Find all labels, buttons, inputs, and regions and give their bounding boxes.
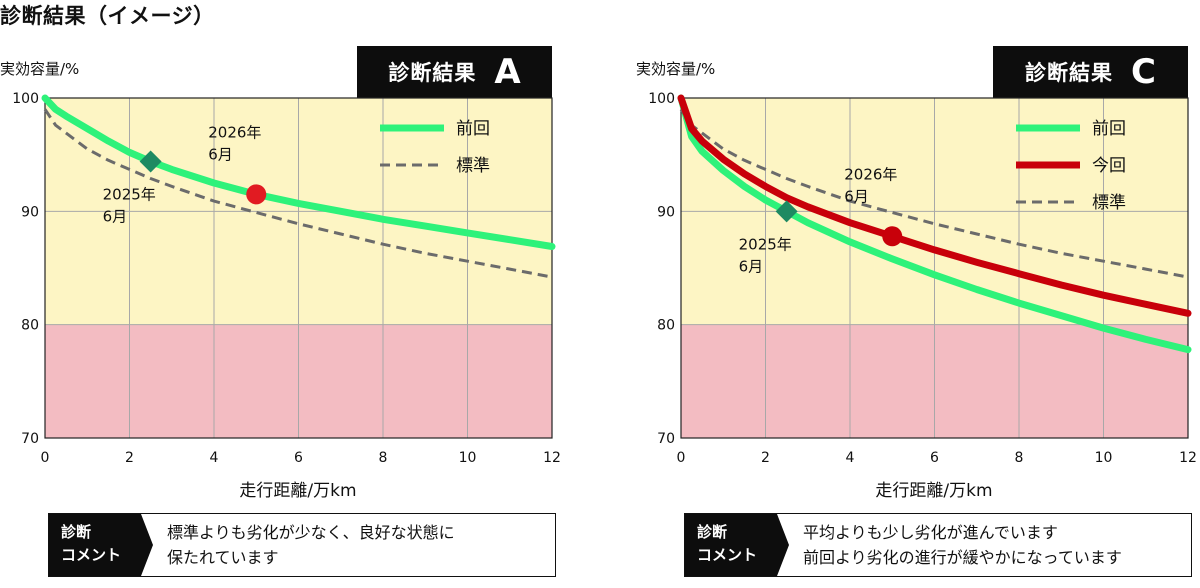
comment-label-line: 診断: [697, 523, 728, 541]
comment-label: 診断 コメント: [685, 514, 777, 576]
y-tick-label: 90: [21, 204, 39, 220]
x-tick-label: 8: [1015, 450, 1024, 466]
comment-text: 平均よりも少し劣化が進んでいます 前回より劣化の進行が緩やかになっています: [803, 520, 1122, 570]
result-badge-label: 診断結果: [1025, 61, 1114, 85]
result-badge: 診断結果 A: [357, 46, 552, 98]
x-tick-label: 12: [1179, 450, 1197, 466]
marker-diamond: [775, 200, 798, 223]
legend-label: 標準: [456, 156, 490, 176]
marker-date-label: 6月: [103, 207, 128, 225]
series-line: [679, 108, 1189, 279]
x-tick-label: 4: [210, 450, 219, 466]
series-line: [41, 94, 556, 250]
result-badge-label: 診断結果: [388, 61, 477, 85]
x-tick-label: 0: [41, 450, 50, 466]
marker-date-label: 2026年: [208, 123, 261, 141]
y-tick-label: 80: [657, 318, 675, 334]
comment-line: 前回より劣化の進行が緩やかになっています: [803, 548, 1122, 567]
comment-line: 標準よりも劣化が少なく、良好な状態に: [167, 523, 455, 542]
plot-frame: [680, 97, 1189, 439]
x-tick-label: 6: [930, 450, 939, 466]
marker-diamond: [139, 150, 162, 173]
page-title: 診断結果（イメージ）: [0, 4, 215, 28]
diagnosis-comment: 診断 コメント 標準よりも劣化が少なく、良好な状態に 保たれています: [48, 513, 556, 577]
y-tick-label: 100: [648, 91, 675, 107]
y-tick-label: 70: [21, 431, 39, 447]
x-axis-label: 走行距離/万km: [239, 481, 357, 501]
series-line: [43, 108, 553, 279]
marker-date-label: 2025年: [739, 235, 792, 253]
legend-label: 標準: [1092, 193, 1126, 213]
y-tick-label: 70: [657, 431, 675, 447]
x-tick-label: 0: [677, 450, 686, 466]
comment-arrow: [141, 514, 153, 576]
comment-label: 診断 コメント: [49, 514, 141, 576]
chart-panel-c: 実効容量/% 診断結果 C 0 2 4 6 8 10 12 70 80 90 100 2025年 6月 2…: [636, 40, 1200, 588]
diagnosis-comment: 診断 コメント 平均よりも少し劣化が進んでいます 前回より劣化の進行が緩やかにな…: [684, 513, 1192, 577]
marker-date-label: 2025年: [103, 185, 156, 203]
x-tick-label: 8: [379, 450, 388, 466]
legend-label: 今回: [1092, 156, 1126, 176]
x-tick-label: 12: [543, 450, 561, 466]
x-tick-label: 10: [459, 450, 477, 466]
legend-label: 前回: [1092, 119, 1126, 139]
series-line: [677, 94, 1192, 317]
chart-panel-a: 実効容量/% 診断結果 A 0 2 4 6 8 10 12 70 80 90 100 2025年 6月 2…: [0, 40, 600, 588]
x-tick-label: 4: [846, 450, 855, 466]
series-line: [677, 94, 1192, 354]
marker-circle: [882, 226, 903, 247]
y-tick-label: 100: [12, 91, 39, 107]
result-badge: 診断結果 C: [993, 46, 1188, 98]
y-tick-label: 90: [657, 204, 675, 220]
marker-circle: [246, 184, 267, 205]
marker-date-label: 6月: [844, 187, 869, 205]
x-axis-label: 走行距離/万km: [875, 481, 993, 501]
x-tick-label: 10: [1095, 450, 1113, 466]
legend-label: 前回: [456, 119, 490, 139]
comment-line: 平均よりも少し劣化が進んでいます: [803, 523, 1058, 542]
comment-line: 保たれています: [167, 548, 279, 567]
x-tick-label: 6: [294, 450, 303, 466]
y-axis-label: 実効容量/%: [636, 60, 716, 78]
comment-label-line: コメント: [61, 546, 122, 564]
result-grade: C: [1131, 52, 1156, 92]
x-tick-label: 2: [125, 450, 134, 466]
y-tick-label: 80: [21, 318, 39, 334]
marker-date-label: 6月: [739, 257, 764, 275]
y-axis-label: 実効容量/%: [0, 60, 80, 78]
marker-date-label: 6月: [208, 145, 233, 163]
comment-arrow: [777, 514, 789, 576]
comment-label-line: コメント: [697, 546, 758, 564]
comment-label-line: 診断: [61, 523, 92, 541]
comment-text: 標準よりも劣化が少なく、良好な状態に 保たれています: [167, 520, 455, 570]
x-tick-label: 2: [761, 450, 770, 466]
plot-frame: [44, 97, 553, 439]
result-grade: A: [494, 52, 521, 92]
marker-date-label: 2026年: [844, 165, 897, 183]
